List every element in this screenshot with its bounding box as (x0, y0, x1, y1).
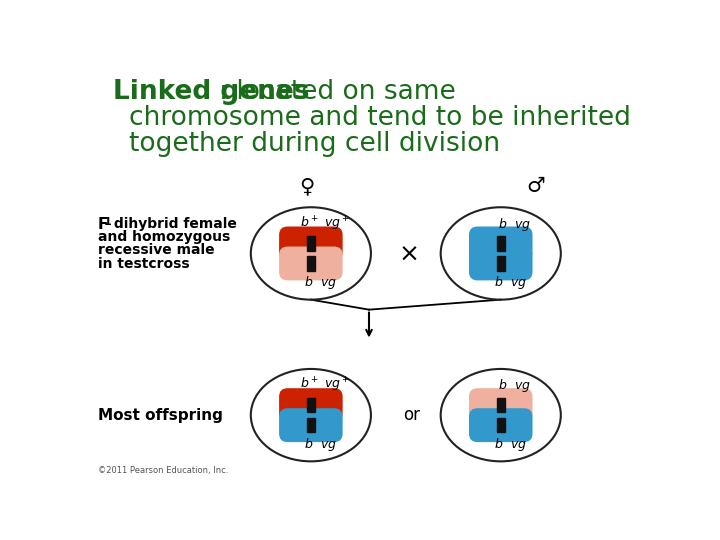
Text: 1: 1 (104, 217, 112, 227)
FancyBboxPatch shape (469, 388, 533, 422)
Text: $b^+\ vg^+$: $b^+\ vg^+$ (300, 214, 350, 233)
FancyBboxPatch shape (469, 408, 533, 442)
Text: $b\ \ vg$: $b\ \ vg$ (498, 215, 531, 233)
Bar (307, 236, 315, 251)
Text: ©2011 Pearson Education, Inc.: ©2011 Pearson Education, Inc. (98, 466, 228, 475)
Text: ♂: ♂ (526, 177, 545, 197)
Text: $b\ \ vg$: $b\ \ vg$ (304, 274, 337, 291)
FancyBboxPatch shape (279, 247, 343, 280)
Text: recessive male: recessive male (98, 244, 215, 258)
FancyBboxPatch shape (279, 388, 343, 422)
Text: ♀: ♀ (300, 177, 315, 197)
FancyBboxPatch shape (469, 226, 533, 260)
Text: $b\ \ vg$: $b\ \ vg$ (494, 436, 526, 453)
Text: or: or (403, 406, 420, 424)
Text: and homozygous: and homozygous (98, 231, 230, 244)
Bar (497, 256, 505, 271)
Text: dihybrid female: dihybrid female (109, 217, 236, 231)
FancyBboxPatch shape (279, 226, 343, 260)
Text: in testcross: in testcross (98, 256, 189, 271)
Bar (497, 418, 505, 433)
Text: Linked genes: Linked genes (113, 79, 310, 105)
Text: together during cell division: together during cell division (129, 131, 500, 157)
Text: F: F (98, 217, 108, 232)
Text: $b^+\ vg^+$: $b^+\ vg^+$ (300, 376, 350, 394)
Text: chromosome and tend to be inherited: chromosome and tend to be inherited (129, 105, 631, 131)
Text: $b\ \ vg$: $b\ \ vg$ (494, 274, 526, 291)
Bar (497, 398, 505, 413)
Text: $b\ \ vg$: $b\ \ vg$ (498, 377, 531, 394)
Bar (307, 418, 315, 433)
Text: $\times$: $\times$ (398, 241, 418, 266)
Bar (307, 256, 315, 271)
Text: : located on same: : located on same (220, 79, 456, 105)
Bar (497, 236, 505, 251)
Text: $b\ \ vg$: $b\ \ vg$ (304, 436, 337, 453)
Text: Most offspring: Most offspring (98, 408, 222, 423)
FancyBboxPatch shape (279, 408, 343, 442)
FancyBboxPatch shape (469, 247, 533, 280)
Bar (307, 398, 315, 413)
